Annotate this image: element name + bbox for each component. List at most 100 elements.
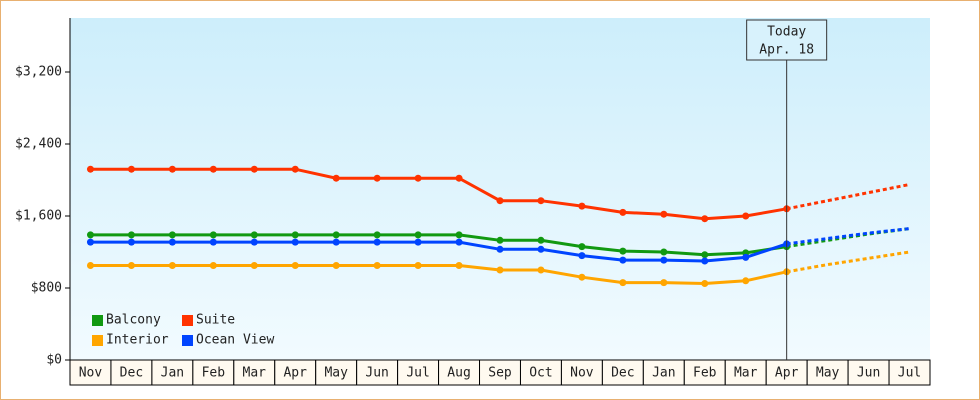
y-tick-label: $0	[46, 353, 62, 368]
point	[742, 212, 750, 220]
point	[373, 174, 381, 182]
x-tick-label: Jan	[161, 366, 184, 381]
y-tick-label: $2,400	[15, 137, 62, 152]
month-cell	[560, 359, 603, 386]
today-box	[746, 19, 828, 61]
series-line	[90, 240, 788, 263]
point	[619, 279, 627, 287]
x-tick-label: Nov	[570, 366, 594, 381]
point	[455, 238, 463, 246]
point	[496, 197, 504, 205]
legend-label: Balcony	[106, 313, 161, 328]
point	[701, 215, 709, 223]
series-line	[90, 233, 787, 257]
x-tick-label: Feb	[202, 366, 226, 381]
x-tick-label: Dec	[611, 366, 634, 381]
point	[127, 238, 135, 246]
x-tick-label: Dec	[120, 366, 143, 381]
point	[250, 231, 258, 239]
month-cell	[192, 359, 235, 386]
point	[250, 165, 258, 173]
point	[414, 262, 422, 269]
point	[455, 262, 463, 269]
point	[414, 238, 422, 246]
legend-swatch	[92, 335, 103, 346]
point	[660, 248, 668, 256]
point	[414, 174, 422, 182]
point	[86, 231, 94, 239]
today-date: Apr. 18	[759, 43, 814, 58]
x-tick-label: Apr	[775, 366, 799, 381]
point	[250, 238, 258, 246]
point	[619, 247, 627, 255]
today-label: Today	[767, 25, 806, 40]
point	[578, 273, 586, 281]
x-tick-label: Nov	[79, 366, 103, 381]
month-cell	[519, 359, 562, 386]
point	[332, 231, 340, 239]
point	[332, 262, 340, 269]
point	[742, 253, 750, 261]
x-tick-label: Oct	[529, 366, 552, 381]
point	[537, 266, 545, 274]
point	[701, 257, 709, 265]
legend-swatch	[92, 315, 103, 326]
point	[209, 238, 217, 246]
series-line	[90, 167, 787, 221]
y-tick-label: $800	[31, 281, 62, 296]
plot-area	[70, 18, 930, 360]
point	[86, 238, 94, 246]
point	[455, 231, 463, 239]
point	[250, 262, 258, 269]
point	[496, 245, 504, 253]
x-tick-label: Jul	[406, 366, 429, 381]
point	[168, 231, 176, 239]
x-tick-label: Jul	[898, 366, 921, 381]
point	[496, 266, 504, 274]
point	[619, 208, 627, 216]
point	[127, 231, 135, 239]
point	[127, 262, 135, 269]
point	[537, 197, 545, 205]
x-tick-label: Feb	[693, 366, 717, 381]
point	[742, 277, 750, 285]
x-tick-label: Mar	[734, 366, 758, 381]
series-line	[90, 264, 787, 286]
month-cell	[356, 359, 399, 386]
x-tick-label: Jun	[365, 366, 388, 381]
month-cell	[888, 359, 931, 386]
point	[86, 165, 94, 173]
x-tick-label: Apr	[283, 366, 307, 381]
month-cell	[274, 359, 317, 386]
month-cell	[315, 359, 358, 386]
month-cell	[233, 359, 276, 386]
point	[496, 236, 504, 244]
month-cell	[683, 359, 726, 386]
legend-label: Ocean View	[196, 333, 274, 348]
point	[373, 238, 381, 246]
point	[332, 238, 340, 246]
point	[291, 165, 299, 173]
point	[209, 165, 217, 173]
month-cell	[438, 359, 481, 386]
x-tick-label: May	[324, 366, 348, 381]
point	[660, 210, 668, 218]
point	[578, 243, 586, 251]
month-cell	[151, 359, 194, 386]
point	[86, 262, 94, 269]
point	[537, 245, 545, 253]
legend-swatch	[182, 315, 193, 326]
point	[209, 262, 217, 269]
point	[414, 231, 422, 239]
x-tick-label: Mar	[243, 366, 267, 381]
point	[701, 251, 709, 259]
y-tick-label: $1,600	[15, 209, 62, 224]
legend-label: Interior	[106, 333, 169, 348]
point	[578, 202, 586, 210]
point	[291, 231, 299, 239]
x-tick-label: Sep	[488, 366, 512, 381]
point	[701, 280, 709, 287]
x-tick-label: Jan	[652, 366, 675, 381]
legend-swatch	[182, 335, 193, 346]
point	[619, 256, 627, 264]
